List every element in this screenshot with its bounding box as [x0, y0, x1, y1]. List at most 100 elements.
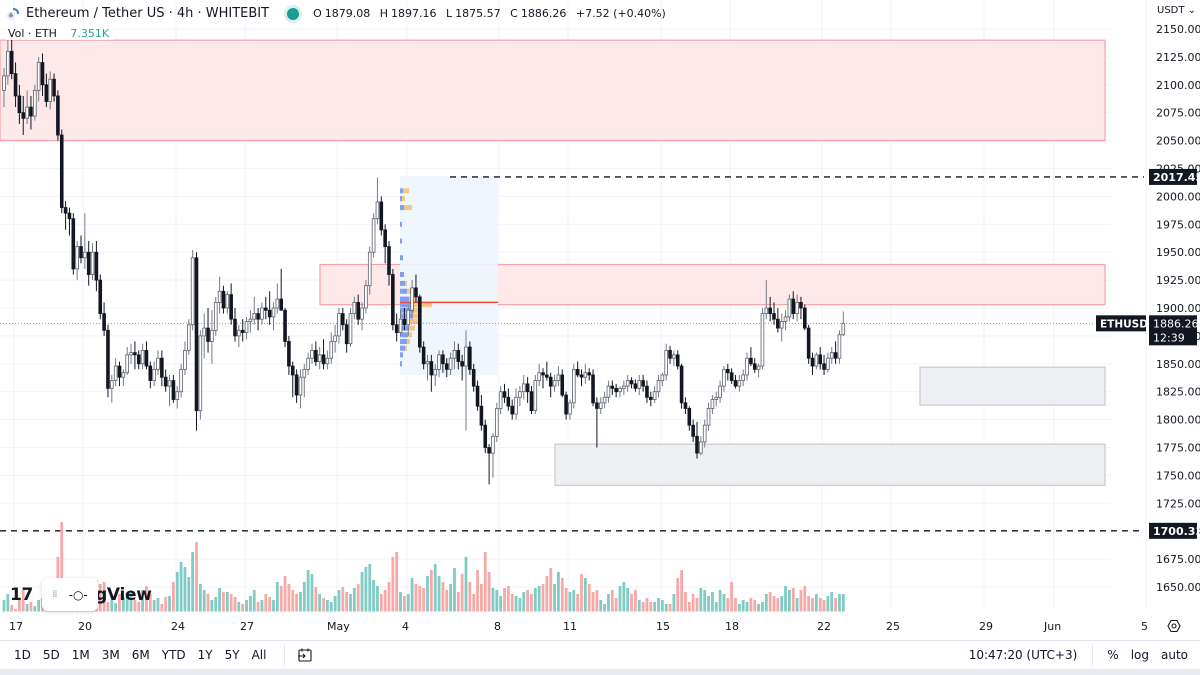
symbol-tag[interactable]: ETHUSDT	[1100, 318, 1156, 330]
volume-bar	[256, 602, 260, 612]
volume-bar	[707, 596, 710, 612]
range-5y[interactable]: 5Y	[224, 648, 240, 662]
volume-bar	[202, 590, 206, 612]
volume-bar	[383, 590, 387, 612]
drag-handle-icon[interactable]: ⁞⁞	[52, 588, 57, 600]
chart-settings-icon[interactable]	[1167, 619, 1181, 633]
candle-body	[779, 320, 784, 329]
volume-bar	[657, 598, 660, 612]
zone-upper-resistance[interactable]	[0, 39, 1106, 142]
volume-bar	[549, 568, 553, 612]
volume-profile-bar-up	[400, 332, 408, 338]
time-axis-label: 22	[817, 620, 831, 633]
time-axis-label: 15	[656, 620, 670, 633]
candle-body	[529, 391, 534, 412]
candle-body	[545, 374, 549, 378]
go-to-date-icon[interactable]	[297, 647, 313, 663]
close-label: C	[510, 7, 518, 20]
volume-bar	[514, 596, 518, 612]
range-1y[interactable]: 1Y	[197, 648, 213, 662]
volume-bar	[403, 596, 406, 612]
price-axis-label: 2125.00	[1156, 51, 1200, 64]
volume-profile-bar-down	[402, 196, 405, 202]
symbol-tag-bg[interactable]	[1096, 315, 1146, 332]
volume-profile-bar-up	[400, 338, 407, 344]
symbol-title[interactable]: Ethereum / Tether US · 4h · WHITEBIT	[26, 6, 270, 21]
volume-bar	[152, 600, 156, 612]
volume-bar	[610, 590, 614, 612]
time-axis-label: 8	[494, 620, 501, 633]
volume-bar	[10, 605, 14, 612]
time-axis-label: 5	[1141, 620, 1148, 633]
range-5d[interactable]: 5D	[42, 648, 60, 662]
candlestick-chart[interactable]: 2150.002125.002100.002075.002050.002025.…	[0, 0, 1200, 640]
candle-body	[321, 354, 326, 365]
zone-lower-support[interactable]	[554, 443, 1106, 487]
candle-body	[6, 50, 10, 77]
candle-body	[464, 346, 468, 367]
auto-scale-toggle[interactable]: auto	[1160, 648, 1188, 662]
candle-countdown: 12:39	[1153, 331, 1185, 344]
volume-legend[interactable]: Vol · ETH 7.351K	[6, 27, 114, 40]
time-axis-label: 18	[725, 620, 739, 633]
zone-upper-support[interactable]	[919, 366, 1106, 406]
candle-body	[552, 380, 557, 387]
volume-profile-bar-up	[400, 352, 403, 358]
volume-bar	[110, 600, 114, 612]
volume-label: Vol · ETH	[8, 27, 57, 40]
range-all[interactable]: All	[251, 648, 267, 662]
volume-bar	[406, 594, 410, 612]
candle-body	[441, 354, 445, 365]
candle-body	[810, 357, 815, 367]
candle-body	[756, 365, 761, 370]
range-ytd[interactable]: YTD	[161, 648, 186, 662]
range-1m[interactable]: 1M	[71, 648, 90, 662]
volume-bar	[183, 567, 187, 612]
candle-body	[198, 335, 203, 412]
market-status-dot[interactable]	[287, 7, 300, 20]
candle-body	[310, 350, 314, 359]
volume-bar	[333, 596, 337, 612]
candle-body	[86, 251, 91, 275]
candle-body	[737, 380, 742, 387]
volume-profile-bar-down	[407, 288, 411, 294]
time-axis-label: 24	[171, 620, 185, 633]
volume-bar	[518, 598, 522, 612]
range-3m[interactable]: 3M	[101, 648, 120, 662]
candle-body	[387, 246, 391, 275]
percent-scale-toggle[interactable]: %	[1107, 648, 1119, 662]
candle-body	[140, 350, 145, 365]
volume-bar	[761, 602, 764, 612]
volume-bar	[572, 590, 576, 612]
volume-bar	[387, 582, 391, 612]
volume-bar	[437, 576, 441, 612]
clock-timezone[interactable]: 10:47:20 (UTC+3)	[968, 648, 1078, 662]
range-6m[interactable]: 6M	[131, 648, 150, 662]
volume-bar	[533, 588, 537, 612]
range-1d[interactable]: 1D	[14, 648, 31, 662]
volume-bar	[225, 592, 229, 612]
candle-body	[59, 134, 64, 208]
volume-profile-bar-down	[404, 205, 412, 211]
ohlc-values: O 1879.08 H 1897.16 L 1875.57 C 1886.26 +7.5…	[313, 7, 669, 20]
candle-body	[752, 363, 757, 370]
volume-bar	[102, 582, 106, 612]
candle-body	[583, 372, 588, 378]
pane-resize-widget[interactable]: ⁞⁞ ‑○‑	[42, 578, 98, 611]
candle-body	[375, 201, 380, 220]
volume-bar	[714, 602, 718, 612]
volume-profile-range[interactable]	[400, 176, 498, 375]
currency-selector[interactable]: USDT ⌄	[1157, 5, 1197, 16]
tradingview-logo[interactable]: 17 gView	[10, 585, 152, 605]
toolbar-right: 10:47:20 (UTC+3) % log auto	[969, 645, 1200, 665]
slider-icon[interactable]: ‑○‑	[68, 587, 88, 602]
volume-bar	[6, 594, 10, 612]
toolbar-divider-right	[1092, 645, 1094, 665]
candle-body	[741, 374, 745, 381]
candle-body	[733, 380, 738, 387]
log-scale-toggle[interactable]: log	[1130, 648, 1149, 662]
candle-body	[548, 376, 553, 387]
candle-body	[213, 302, 218, 331]
candle-body	[560, 374, 565, 396]
